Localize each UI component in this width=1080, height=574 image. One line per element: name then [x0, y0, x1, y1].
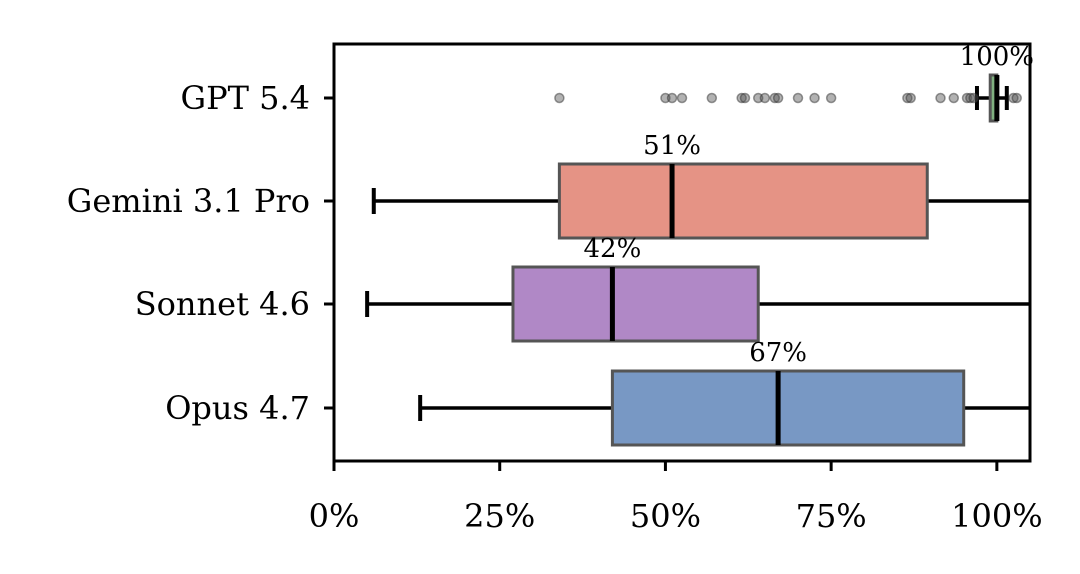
x-tick-label: 25% [464, 497, 535, 535]
iqr-box [557, 162, 929, 240]
outlier-point [666, 92, 678, 104]
x-tick-label: 0% [309, 497, 360, 535]
outlier-point [706, 92, 718, 104]
outlier-point [792, 92, 804, 104]
outlier-point [935, 92, 946, 104]
iqr-box [610, 369, 966, 447]
box-opus-4-7: 67% [418, 338, 1030, 447]
outlier-point [825, 92, 837, 104]
outlier-point [736, 92, 747, 104]
median-label: 67% [749, 338, 807, 368]
outlier-point [968, 92, 979, 104]
plot-frame [332, 42, 1032, 463]
category-label: GPT 5.4 [181, 79, 311, 117]
median-label: 51% [643, 131, 701, 161]
outlier-point [902, 92, 913, 104]
outlier-point [1008, 92, 1019, 104]
plot-area: 100% 51% 42% 67% [365, 42, 1034, 447]
outlier-point [676, 92, 688, 104]
outlier-point [809, 92, 820, 104]
outlier-point [772, 92, 784, 104]
outlier-point [948, 92, 960, 104]
category-label: Gemini 3.1 Pro [67, 182, 310, 220]
outlier-point [769, 92, 781, 104]
median-label: 100% [960, 42, 1034, 72]
category-label: Opus 4.7 [165, 389, 310, 427]
outlier-point [905, 92, 916, 104]
iqr-box [511, 265, 760, 343]
outlier-point [1011, 92, 1022, 104]
box-gpt-5-4: 100% [554, 42, 1034, 123]
box-sonnet-4-6: 42% [365, 234, 1030, 343]
outlier-point [965, 92, 976, 104]
category-label: Sonnet 4.6 [135, 285, 310, 323]
axes: GPT 5.4 Gemini 3.1 Pro Sonnet 4.6 Opus 4.7 0… [67, 79, 1043, 535]
x-tick-label: 50% [630, 497, 701, 535]
x-tick-label: 75% [796, 497, 867, 535]
x-tick-label: 100% [951, 497, 1042, 535]
outlier-point [759, 92, 771, 104]
outlier-point [554, 92, 565, 104]
outlier-point [739, 92, 751, 104]
box-gemini-3-1-pro: 51% [371, 131, 1030, 240]
median-label: 42% [584, 234, 642, 264]
